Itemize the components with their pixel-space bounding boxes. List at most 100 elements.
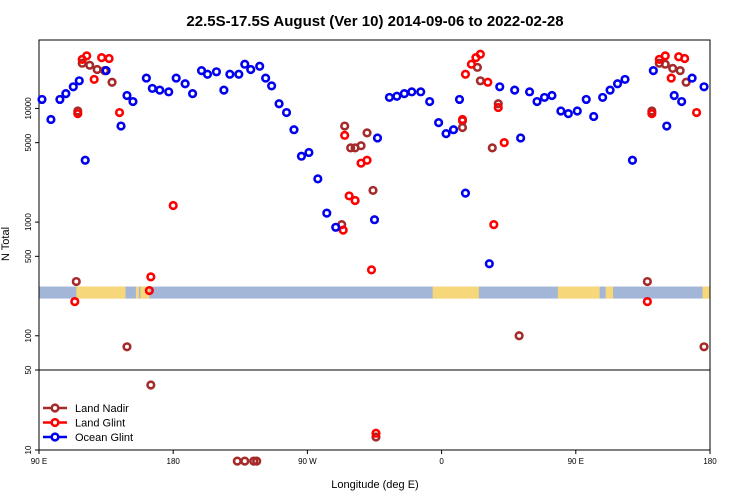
land-glint-point [642,296,652,307]
land-nadir-point [699,342,709,352]
ocean-glint-point [219,85,229,95]
ocean-glint-point [246,64,256,75]
land-nadir-point [232,456,242,466]
land-glint-point [344,191,354,201]
ocean-glint-point [331,222,341,232]
ocean-strip [39,286,710,299]
land-glint-point [499,138,509,148]
land-glint-point [350,195,360,206]
y-tick-label: 10000 [24,97,33,120]
land-strip-segment [702,286,710,299]
ocean-glint-point [648,66,658,76]
ocean-glint-point [687,73,697,83]
ocean-glint-point [225,69,235,79]
y-tick-label: 100 [24,329,33,343]
ocean-glint-point [532,96,542,107]
land-nadir-point [252,456,262,466]
land-glint-point [146,272,156,282]
land-glint-point [493,102,503,113]
x-axis-label: Longitude (deg E) [331,479,418,491]
ocean-glint-point [46,114,56,125]
y-tick-label: 1000 [24,213,33,231]
land-glint-point [89,74,99,85]
ocean-glint-point [581,94,591,105]
land-glint-point [460,69,471,79]
data-points [37,49,709,466]
ocean-glint-point [313,174,323,184]
ocean-glint-point [281,107,292,118]
land-ocean-strip [39,286,710,299]
land-glint-point [340,130,350,140]
ocean-glint-point [274,99,284,109]
ocean-glint-point [296,151,307,161]
land-strip-segment [605,286,614,299]
ocean-glint-point [369,215,380,225]
land-glint-point [104,53,114,64]
land-nadir-point [340,121,350,131]
ocean-glint-point [620,74,630,85]
land-nadir-point [122,342,132,352]
ocean-glint-point [255,61,265,71]
land-nadir-point [240,456,250,466]
ocean-glint-point [202,69,213,79]
ocean-glint-point [37,94,47,105]
land-nadir-point [675,66,685,76]
ocean-glint-point [425,96,435,107]
ocean-glint-point [572,106,582,116]
land-nadir-point [475,76,485,86]
ocean-glint-point [589,111,599,122]
ocean-glint-point [116,121,126,131]
legend-label: Land Nadir [75,403,129,415]
ocean-glint-point [171,73,181,83]
legend-label: Land Glint [75,418,125,430]
land-glint-point [483,77,493,87]
land-glint-point [666,73,676,83]
land-glint-point [97,53,107,63]
y-tick-label: 5000 [24,133,33,151]
land-glint-series [70,49,702,438]
land-glint-point [362,155,372,165]
land-glint-point [338,225,348,235]
land-glint-point [144,285,154,296]
ocean-glint-point [699,82,709,92]
x-tick-label: 90 E [31,457,47,466]
ocean-glint-point [155,85,165,95]
ocean-glint-point [612,79,623,89]
ocean-glint-point [677,96,687,107]
axes: 90 E 180 90 W 0 90 E 180 100 500 1000 5000 10000 10… [24,39,717,466]
land-nadir-series [71,58,709,466]
land-nadir-point [107,77,117,87]
ocean-glint-point [516,133,526,143]
ocean-glint-point [524,87,535,97]
land-glint-point [366,265,377,275]
land-strip-segment [432,286,479,299]
ocean-glint-point [510,85,520,95]
land-nadir-point [85,60,95,70]
land-nadir-point [487,143,497,153]
land-glint-point [680,53,690,64]
land-glint-point [82,51,92,61]
ocean-glint-point [460,188,471,198]
ocean-glint-point [495,82,505,92]
ocean-glint-point [147,83,157,94]
plot-frame [38,39,711,451]
land-nadir-point [77,58,87,68]
land-nadir-point [368,185,378,196]
land-nadir-point [92,64,102,75]
land-glint-point [660,51,670,61]
ocean-glint-point [141,73,151,83]
ocean-glint-point [454,94,465,105]
ocean-glint-point [669,90,679,101]
ocean-glint-point [556,106,566,116]
ocean-glint-point [128,96,138,107]
land-strip-segment [557,286,600,299]
land-strip-segment [140,286,150,299]
land-nadir-point [71,276,81,287]
legend-marker [50,432,60,442]
land-glint-point [73,109,83,119]
x-tick-label: 90 E [568,457,584,466]
y-tick-label: 50 [24,365,33,374]
ocean-glint-point [484,259,494,269]
ocean-glint-point [598,92,608,103]
